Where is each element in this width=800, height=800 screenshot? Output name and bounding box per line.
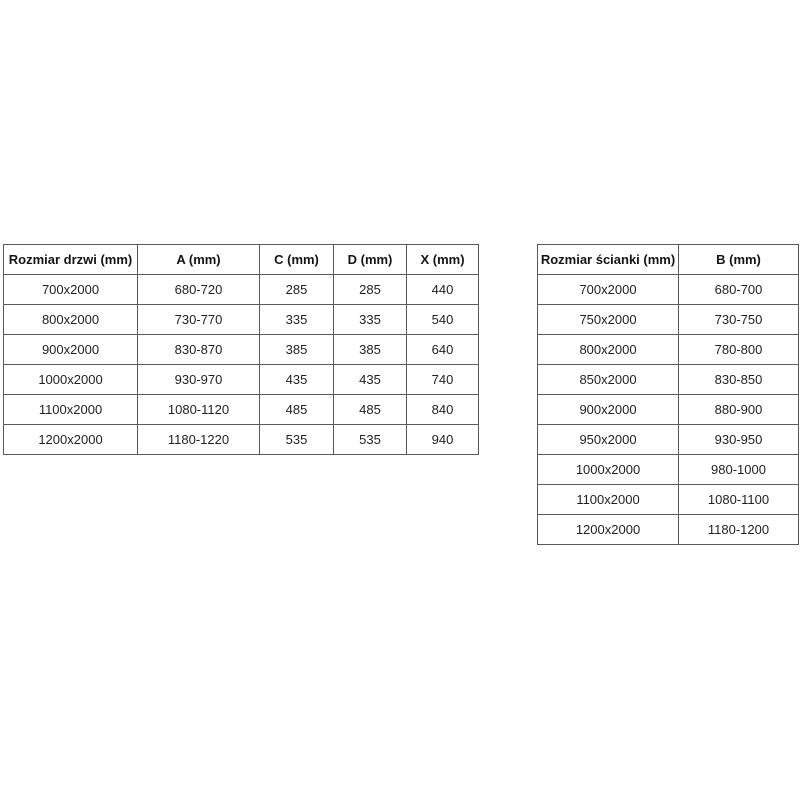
wall-panel-size-table: Rozmiar ścianki (mm) B (mm) 700x2000 680-7… <box>537 244 799 545</box>
door-size-table-body: 700x2000 680-720 285 285 440 800x2000 730-770 3… <box>3 274 479 455</box>
table-cell: 1180-1220 <box>137 424 260 455</box>
table-row: 850x2000 830-850 <box>537 364 799 395</box>
table-cell: 285 <box>333 274 407 305</box>
table-cell: 750x2000 <box>537 304 679 335</box>
table-row: 900x2000 830-870 385 385 640 <box>3 334 479 365</box>
table-row: 700x2000 680-700 <box>537 274 799 305</box>
table-cell: 485 <box>259 394 334 425</box>
table-cell: 950x2000 <box>537 424 679 455</box>
table-cell: 640 <box>406 334 479 365</box>
table-cell: 335 <box>333 304 407 335</box>
table-cell: 1200x2000 <box>537 514 679 545</box>
table-row: 800x2000 730-770 335 335 540 <box>3 304 479 335</box>
table-cell: 285 <box>259 274 334 305</box>
table-row: 950x2000 930-950 <box>537 424 799 455</box>
table-cell: 850x2000 <box>537 364 679 395</box>
wall-panel-size-table-body: 700x2000 680-700 750x2000 730-750 800x2000 78… <box>537 274 799 545</box>
table-cell: 800x2000 <box>3 304 138 335</box>
table-cell: 830-870 <box>137 334 260 365</box>
table-cell: 1080-1120 <box>137 394 260 425</box>
table-cell: 1000x2000 <box>537 454 679 485</box>
table-row: 1200x2000 1180-1220 535 535 940 <box>3 424 479 455</box>
column-header: Rozmiar ścianki (mm) <box>537 244 679 275</box>
table-cell: 900x2000 <box>3 334 138 365</box>
column-header: X (mm) <box>406 244 479 275</box>
table-row: 800x2000 780-800 <box>537 334 799 365</box>
table-cell: 930-950 <box>678 424 799 455</box>
table-cell: 435 <box>333 364 407 395</box>
table-cell: 1200x2000 <box>3 424 138 455</box>
table-cell: 485 <box>333 394 407 425</box>
table-cell: 800x2000 <box>537 334 679 365</box>
table-cell: 900x2000 <box>537 394 679 425</box>
table-cell: 385 <box>259 334 334 365</box>
table-cell: 880-900 <box>678 394 799 425</box>
table-cell: 1080-1100 <box>678 484 799 515</box>
table-row: 900x2000 880-900 <box>537 394 799 425</box>
table-row: 700x2000 680-720 285 285 440 <box>3 274 479 305</box>
table-cell: 680-700 <box>678 274 799 305</box>
table-cell: 1180-1200 <box>678 514 799 545</box>
table-cell: 700x2000 <box>537 274 679 305</box>
table-row: 750x2000 730-750 <box>537 304 799 335</box>
table-cell: 540 <box>406 304 479 335</box>
table-cell: 730-750 <box>678 304 799 335</box>
table-cell: 535 <box>333 424 407 455</box>
wall-panel-size-table-header: Rozmiar ścianki (mm) B (mm) <box>537 244 799 275</box>
table-cell: 1100x2000 <box>3 394 138 425</box>
table-cell: 680-720 <box>137 274 260 305</box>
table-cell: 940 <box>406 424 479 455</box>
column-header: D (mm) <box>333 244 407 275</box>
table-cell: 740 <box>406 364 479 395</box>
door-size-table: Rozmiar drzwi (mm) A (mm) C (mm) D (mm) X (m… <box>3 244 479 455</box>
table-cell: 980-1000 <box>678 454 799 485</box>
table-row: 1200x2000 1180-1200 <box>537 514 799 545</box>
table-cell: 730-770 <box>137 304 260 335</box>
table-cell: 1000x2000 <box>3 364 138 395</box>
table-row: 1000x2000 930-970 435 435 740 <box>3 364 479 395</box>
table-cell: 780-800 <box>678 334 799 365</box>
column-header: Rozmiar drzwi (mm) <box>3 244 138 275</box>
column-header: A (mm) <box>137 244 260 275</box>
table-row: 1000x2000 980-1000 <box>537 454 799 485</box>
table-row: 1100x2000 1080-1100 <box>537 484 799 515</box>
table-cell: 535 <box>259 424 334 455</box>
table-cell: 700x2000 <box>3 274 138 305</box>
table-row: 1100x2000 1080-1120 485 485 840 <box>3 394 479 425</box>
table-cell: 840 <box>406 394 479 425</box>
table-cell: 385 <box>333 334 407 365</box>
table-cell: 1100x2000 <box>537 484 679 515</box>
table-header-row: Rozmiar drzwi (mm) A (mm) C (mm) D (mm) X (m… <box>3 244 479 275</box>
column-header: B (mm) <box>678 244 799 275</box>
table-cell: 435 <box>259 364 334 395</box>
table-header-row: Rozmiar ścianki (mm) B (mm) <box>537 244 799 275</box>
table-cell: 440 <box>406 274 479 305</box>
table-cell: 930-970 <box>137 364 260 395</box>
column-header: C (mm) <box>259 244 334 275</box>
door-size-table-header: Rozmiar drzwi (mm) A (mm) C (mm) D (mm) X (m… <box>3 244 479 275</box>
table-cell: 335 <box>259 304 334 335</box>
table-cell: 830-850 <box>678 364 799 395</box>
